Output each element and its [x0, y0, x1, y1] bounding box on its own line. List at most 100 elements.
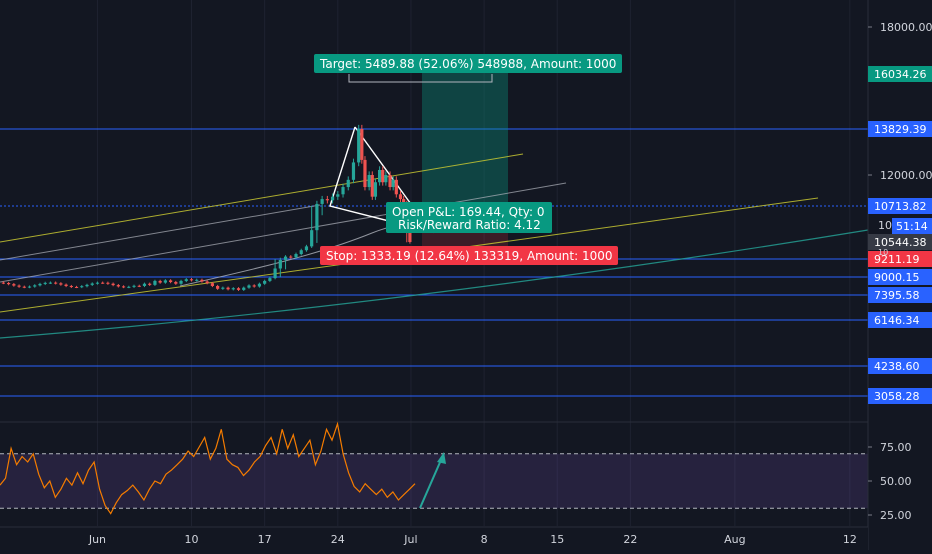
candle-body: [85, 284, 89, 287]
x-tick-label: 8: [481, 533, 488, 546]
candle-body: [137, 285, 141, 287]
y-partial-label: 10: [878, 219, 892, 232]
price-tag-label: 3058.28: [874, 390, 920, 403]
candle-body: [95, 282, 100, 284]
candle-body: [221, 287, 225, 289]
target-bracket: [348, 74, 493, 83]
y-partial-label: 10: [878, 248, 888, 257]
candle-body: [43, 282, 47, 284]
candle-body: [210, 283, 214, 286]
rsi-pane: [0, 421, 932, 515]
candle-body: [179, 280, 183, 284]
x-tick-label: 17: [258, 533, 272, 546]
target-label: Target: 5489.88 (52.06%) 548988, Amount:…: [319, 57, 616, 71]
candle-body: [195, 279, 199, 281]
price-tag-label: 6146.34: [874, 314, 920, 327]
candle-body: [283, 256, 288, 260]
candle-body: [391, 179, 395, 188]
candle-body: [247, 285, 251, 288]
target-label-box: [314, 54, 622, 73]
trend-line: [0, 182, 567, 283]
rsi-line: [0, 421, 416, 515]
candle-body: [69, 286, 73, 288]
candle-body: [341, 187, 345, 195]
candle-body: [216, 285, 220, 289]
candle-body: [268, 278, 272, 281]
price-tag-label: 4238.60: [874, 360, 920, 373]
price-tag-box: [868, 251, 932, 267]
y-tick-label: 18000.00: [880, 21, 932, 34]
candle-body: [367, 175, 371, 188]
rsi-tick-label: 75.00: [880, 441, 912, 454]
candle-body: [153, 280, 157, 285]
candle-body: [163, 280, 167, 283]
rsi-tick-label: 25.00: [880, 509, 912, 522]
candle-body: [7, 282, 11, 285]
candle-body: [360, 129, 364, 160]
price-tag-label: 9211.19: [874, 253, 920, 266]
price-tag-box: [868, 388, 932, 404]
rsi-tick-label: 50.00: [880, 475, 912, 488]
candle-body: [106, 282, 110, 284]
candle-body: [132, 285, 136, 287]
candle-body: [304, 246, 309, 251]
candle-body: [357, 129, 361, 163]
candle-body: [1, 282, 5, 284]
candle-body: [315, 203, 319, 231]
price-axis: [867, 0, 932, 550]
price-tag-box: [868, 287, 932, 303]
candle-body: [111, 283, 115, 286]
candle-body: [257, 283, 262, 287]
price-tag-label: 7395.58: [874, 289, 920, 302]
candle-body: [200, 279, 204, 282]
trend-line: [0, 204, 321, 261]
candle-body: [231, 288, 235, 290]
candle-body: [378, 169, 382, 183]
candle-body: [80, 286, 84, 288]
candle-body: [184, 279, 188, 281]
stop-label: Stop: 1333.19 (12.64%) 133319, Amount: 1…: [326, 249, 613, 263]
candle-body: [299, 250, 303, 255]
x-tick-label: 24: [331, 533, 345, 546]
candles: [1, 124, 412, 291]
target-zone: [422, 70, 508, 206]
pnl-label-box: [386, 202, 552, 233]
candle-body: [273, 268, 277, 279]
price-tag-label: 16034.26: [874, 68, 927, 81]
price-tag-box: [868, 234, 932, 250]
x-tick-label: 15: [550, 533, 564, 546]
candle-body: [278, 259, 282, 269]
candle-body: [158, 280, 162, 283]
candle-body: [402, 199, 406, 204]
time-axis-bg: [0, 527, 868, 550]
candle-body: [38, 283, 42, 286]
candle-body: [310, 230, 314, 247]
candle-body: [205, 281, 209, 284]
y-tick-label: 12000.00: [880, 169, 932, 182]
trend-line: [0, 153, 524, 243]
stop-label-box: [320, 246, 618, 265]
candle-body: [381, 169, 385, 183]
horizontal-levels: [0, 128, 868, 397]
candle-body: [373, 182, 378, 197]
candle-body: [74, 286, 79, 288]
candle-body: [398, 194, 403, 200]
candle-body: [320, 199, 324, 204]
candle-body: [33, 285, 37, 287]
candle-body: [236, 288, 241, 290]
candle-body: [59, 283, 63, 285]
x-tick-label: 12: [843, 533, 857, 546]
candle-body: [336, 194, 340, 197]
candle-body: [363, 159, 367, 188]
candle-body: [12, 284, 16, 286]
candle-body: [142, 283, 147, 286]
candle-body: [22, 286, 26, 288]
candle-body: [116, 285, 120, 287]
x-tick-label: Jul: [403, 533, 417, 546]
candle-body: [127, 286, 131, 288]
candle-body: [330, 196, 335, 201]
ratio-label: Risk/Reward Ratio: 4.12: [398, 218, 541, 232]
candle-body: [27, 286, 32, 288]
